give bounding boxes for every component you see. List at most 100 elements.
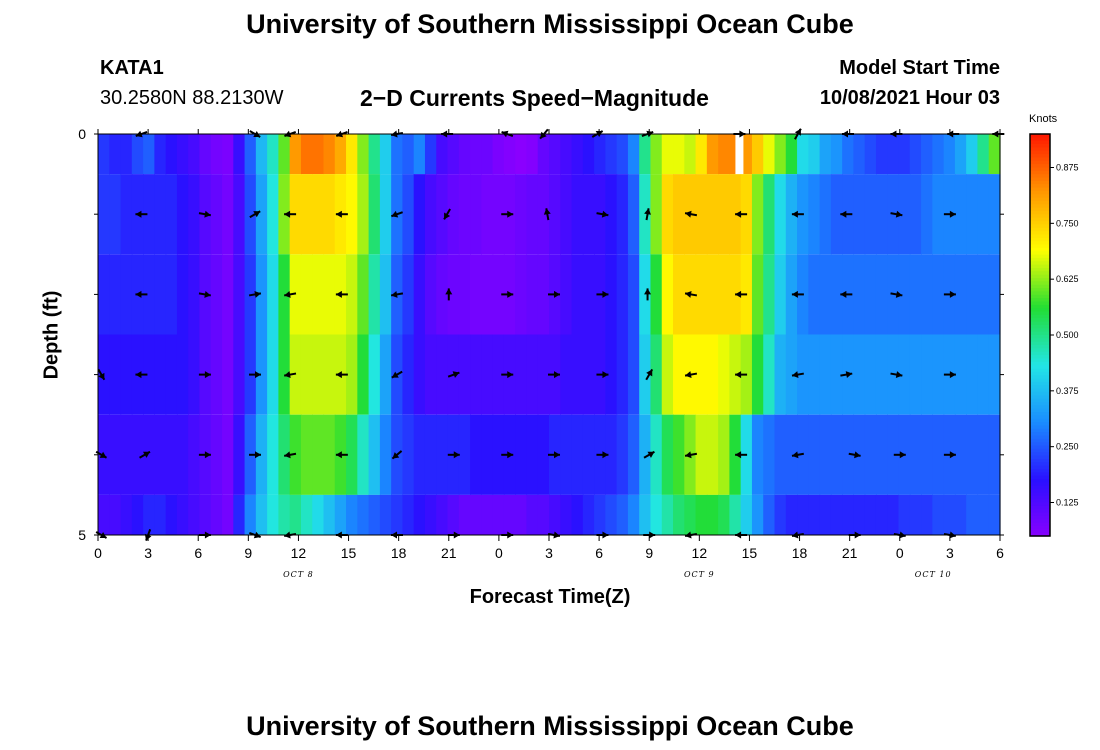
heatmap-cell — [312, 254, 325, 335]
x-tick-label: 9 — [244, 545, 252, 561]
heatmap-cell — [188, 254, 201, 335]
heatmap-cell — [368, 134, 381, 175]
heatmap-cell — [210, 414, 223, 495]
heatmap-cell — [357, 174, 370, 255]
heatmap-cell — [549, 134, 561, 175]
station-id: KATA1 — [100, 57, 164, 79]
heatmap-cell — [188, 134, 201, 175]
heatmap-cell — [458, 414, 471, 495]
heatmap-cell — [424, 414, 437, 495]
x-axis-label: Forecast Time(Z) — [469, 586, 631, 608]
heatmap-cell — [210, 334, 223, 415]
current-arrow — [390, 290, 404, 298]
heatmap-cell — [695, 334, 708, 415]
heatmap-cell — [661, 174, 674, 255]
heatmap-cell — [627, 134, 640, 175]
heatmap-cell — [413, 414, 426, 495]
heatmap-cell — [109, 174, 122, 255]
heatmap-cell — [199, 494, 212, 535]
heatmap-cell — [616, 414, 629, 495]
heatmap-cell — [639, 134, 652, 175]
heatmap-cell — [594, 494, 606, 535]
heatmap-cell — [977, 414, 990, 495]
heatmap-cell — [819, 174, 832, 255]
heatmap-cell — [368, 334, 381, 415]
x-tick-label: 15 — [742, 545, 758, 561]
heatmap-cell — [143, 174, 155, 255]
heatmap-cell — [120, 334, 133, 415]
heatmap-cell — [785, 414, 798, 495]
date-label: OCT 9 — [684, 570, 715, 579]
heatmap-cell — [842, 414, 855, 495]
current-arrow — [249, 371, 262, 379]
heatmap-cell — [188, 334, 201, 415]
heatmap-cell — [413, 134, 426, 175]
heatmap-cell — [537, 134, 550, 175]
heatmap-cell — [673, 334, 685, 415]
heatmap-cell — [323, 494, 336, 535]
current-arrow — [643, 450, 655, 459]
y-axis-label: Depth (ft) — [40, 290, 63, 380]
heatmap-cell — [120, 174, 133, 255]
x-tick-label: 12 — [291, 545, 307, 561]
heatmap-cell — [921, 254, 933, 335]
heatmap-cell — [109, 134, 122, 175]
heatmap-cell — [571, 134, 584, 175]
current-arrow — [890, 371, 903, 379]
heatmap-cell — [346, 334, 358, 415]
heatmap-cell — [718, 254, 730, 335]
heatmap-cell — [594, 134, 606, 175]
current-arrow — [890, 290, 903, 298]
heatmap-cell — [988, 494, 1001, 535]
heatmap-cell — [560, 134, 573, 175]
heatmap-cell — [853, 334, 866, 415]
heatmap-cell — [481, 134, 494, 175]
heatmap-cell — [154, 494, 167, 535]
heatmap-cell — [718, 134, 730, 175]
current-arrow — [501, 290, 514, 298]
heatmap-cell — [932, 174, 945, 255]
heatmap-cell — [323, 414, 336, 495]
heatmap-cell — [616, 254, 629, 335]
heatmap-cell — [560, 494, 573, 535]
heatmap-cell — [853, 494, 866, 535]
heatmap-cell — [503, 494, 516, 535]
heatmap-cell — [458, 134, 471, 175]
heatmap-cell — [526, 494, 539, 535]
heatmap-cell — [244, 134, 257, 175]
heatmap-cell — [233, 414, 246, 495]
heatmap-cell — [898, 134, 911, 175]
model-start-time: 10/08/2021 Hour 03 — [819, 87, 1000, 109]
heatmap-cell — [706, 494, 719, 535]
heatmap-cell — [379, 174, 392, 255]
heatmap-cell — [165, 254, 178, 335]
heatmap-cell — [537, 334, 550, 415]
heatmap-cell — [887, 494, 900, 535]
heatmap-cell — [673, 494, 685, 535]
heatmap-cell — [582, 254, 595, 335]
heatmap-cell — [515, 174, 528, 255]
heatmap-cell — [808, 174, 821, 255]
heatmap-cell — [988, 334, 1001, 415]
heatmap-cell — [424, 134, 437, 175]
heatmap-cell — [819, 134, 832, 175]
heatmap-cell — [391, 134, 404, 175]
heatmap-cell — [289, 134, 302, 175]
heatmap-cell — [673, 174, 685, 255]
heatmap-cell — [616, 174, 629, 255]
heatmap-cell — [143, 134, 155, 175]
heatmap-cell — [616, 134, 629, 175]
heatmap-cell — [650, 174, 663, 255]
heatmap-cell — [424, 174, 437, 255]
heatmap-cell — [458, 254, 471, 335]
model-start-label: Model Start Time — [839, 57, 1000, 79]
heatmap-cell — [673, 414, 685, 495]
current-arrow — [198, 210, 211, 218]
heatmap-cell — [222, 134, 234, 175]
heatmap-cell — [695, 414, 708, 495]
heatmap-cell — [966, 494, 979, 535]
heatmap-cell — [864, 334, 877, 415]
heatmap-cell — [391, 494, 404, 535]
x-tick-label: 3 — [946, 545, 954, 561]
heatmap-cell — [436, 134, 449, 175]
